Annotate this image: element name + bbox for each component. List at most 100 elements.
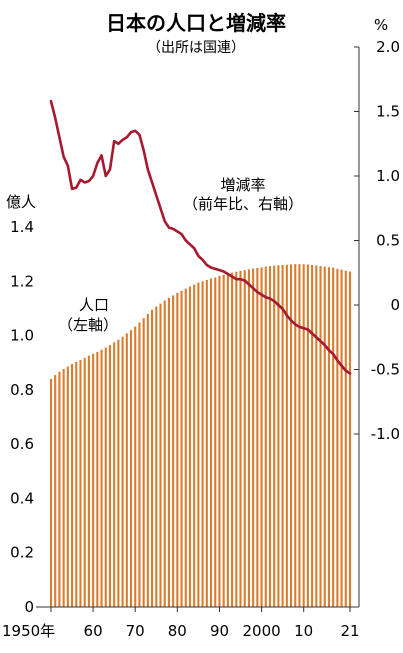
population-bar [87, 355, 90, 607]
population-bar [323, 266, 326, 607]
population-bar [252, 268, 255, 607]
population-bar [340, 269, 343, 607]
population-bar [311, 265, 314, 607]
population-bar [96, 351, 99, 607]
population-bar [163, 300, 166, 607]
population-bar [315, 265, 318, 607]
x-tick-label: 1950年 [2, 622, 55, 640]
population-bar [62, 368, 65, 607]
left-tick-label: 1.2 [10, 272, 34, 290]
growth-rate-label: 増減率 [220, 176, 265, 194]
population-bar [117, 339, 120, 607]
population-bar [273, 265, 276, 607]
x-tick-label: 21 [340, 622, 359, 640]
right-tick-label: 0.5 [376, 232, 400, 250]
population-bar [344, 270, 347, 607]
left-tick-label: 1.0 [10, 327, 34, 345]
left-tick-label: 0.2 [10, 544, 34, 562]
population-bar [218, 275, 221, 607]
population-bar [205, 279, 208, 607]
population-bar [79, 360, 82, 607]
population-bar [285, 264, 288, 607]
right-tick-label: 1.0 [376, 167, 400, 185]
population-bar [268, 266, 272, 607]
left-tick-label: 0.6 [10, 435, 34, 453]
left-axis-ticks: 0 0.2 0.4 0.6 0.8 1.0 1.2 1.4 [10, 218, 34, 616]
population-bar [281, 265, 284, 607]
population-bar [332, 267, 335, 607]
population-bar [214, 277, 217, 607]
population-bar [134, 326, 137, 607]
population-bar [298, 264, 301, 607]
right-axis-ticks: -1.0 -0.5 0 0.5 1.0 1.5 2.0 [354, 38, 400, 443]
population-bar [247, 269, 250, 607]
population-bar [184, 288, 187, 607]
population-bar [336, 268, 339, 607]
population-bar [231, 272, 234, 607]
population-label: 人口 [79, 296, 109, 314]
population-bar [176, 292, 179, 607]
population-bars [49, 264, 352, 607]
population-bar [209, 278, 213, 607]
population-bar [188, 286, 192, 607]
population-bar [138, 322, 141, 607]
right-tick-label: -1.0 [371, 425, 400, 443]
population-bar [277, 265, 280, 607]
population-bar [108, 345, 112, 607]
population-bar [142, 318, 145, 607]
population-bar [327, 267, 330, 607]
left-tick-label: 0 [24, 598, 34, 616]
growth-rate-layer [49, 99, 352, 375]
left-tick-label: 0.4 [10, 489, 34, 507]
population-bar [264, 266, 267, 607]
chart-subtitle: （出所は国連） [147, 40, 245, 56]
population-bar [201, 281, 204, 607]
x-tick-label: 2000 [243, 622, 281, 640]
right-tick-label: 1.5 [376, 103, 400, 121]
population-bar [129, 330, 133, 607]
left-tick-label: 1.4 [10, 218, 34, 236]
population-bar [172, 295, 175, 607]
right-tick-label: -0.5 [371, 361, 400, 379]
population-bar [121, 336, 124, 607]
population-bar [197, 282, 200, 607]
population-bar [180, 290, 183, 607]
left-tick-label: 0.8 [10, 381, 34, 399]
x-tick-label: 60 [84, 622, 103, 640]
population-bar [113, 342, 116, 607]
growth-rate-line [49, 99, 352, 375]
population-bar [100, 349, 103, 607]
population-bar [348, 271, 352, 607]
population-bar [49, 379, 53, 607]
population-bar [289, 264, 293, 607]
population-bar [306, 264, 309, 607]
population-bar [243, 270, 246, 607]
population-bar [319, 266, 322, 607]
population-bar [302, 264, 305, 607]
chart-title: 日本の人口と増減率 [106, 11, 286, 35]
population-bar [256, 267, 259, 607]
population-bar [71, 364, 74, 607]
population-bar [226, 273, 229, 607]
right-axis-unit: % [374, 16, 388, 34]
x-tick-label: 10 [294, 622, 313, 640]
population-note: （左軸） [58, 316, 118, 334]
population-bar [58, 371, 61, 607]
population-bar [155, 306, 158, 607]
population-bar [151, 309, 154, 607]
x-axis-ticks: 1950年 60 70 80 90 2000 10 21 [2, 607, 360, 640]
population-bar [235, 271, 238, 607]
population-bar [146, 313, 149, 607]
x-tick-label: 90 [210, 622, 229, 640]
population-bar [75, 361, 78, 607]
population-bar [239, 270, 242, 607]
population-bar [294, 264, 297, 607]
population-bar [260, 267, 263, 607]
population-bar [222, 274, 225, 607]
right-tick-label: 0 [390, 296, 400, 314]
population-bar [167, 297, 170, 607]
left-axis-unit: 億人 [6, 193, 36, 211]
population-bar [83, 357, 86, 607]
x-tick-label: 80 [168, 622, 187, 640]
